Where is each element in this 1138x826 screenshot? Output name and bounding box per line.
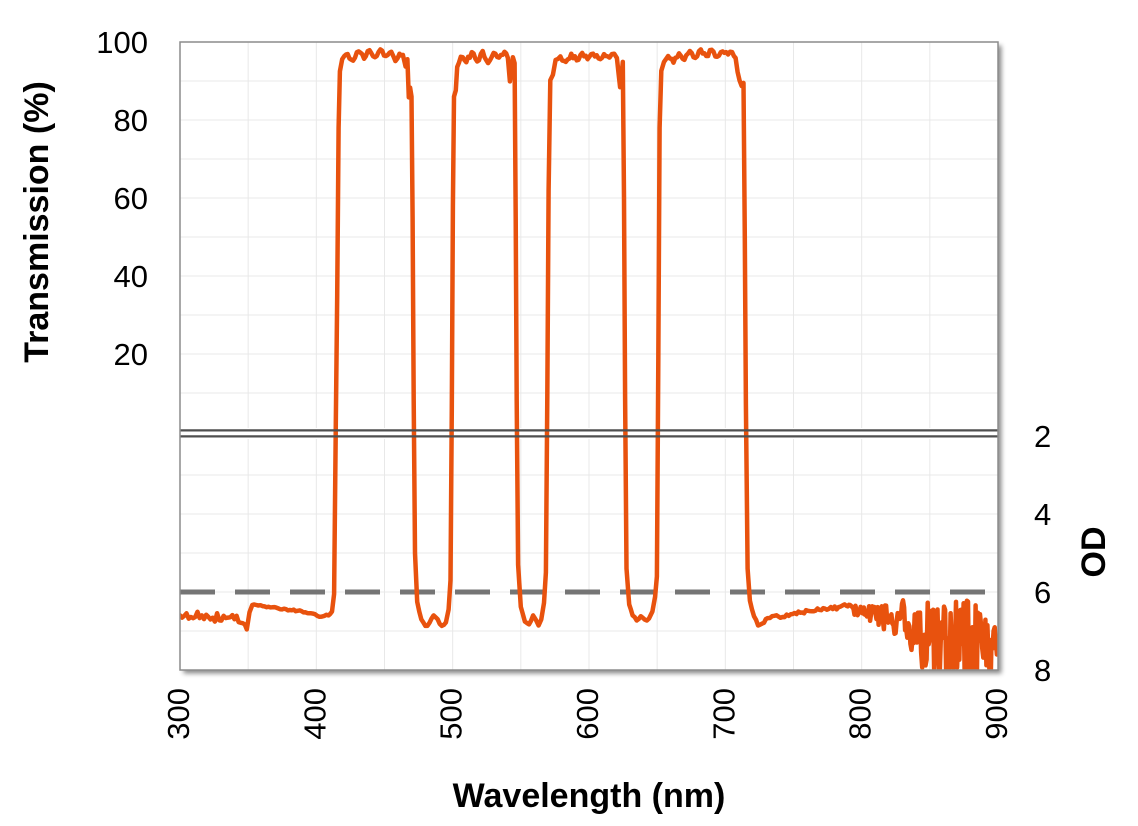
x-tick-label: 800	[843, 688, 878, 740]
y-left-tick-label: 60	[114, 181, 148, 216]
axis-break-band	[180, 428, 998, 439]
y-right-tick-label: 8	[1034, 653, 1051, 688]
y-left-tick-label: 100	[96, 25, 148, 60]
y-right-tick-label: 4	[1034, 497, 1051, 532]
transmission-curve	[180, 47, 998, 670]
x-tick-label: 400	[297, 688, 332, 740]
x-tick-label: 600	[570, 688, 605, 740]
x-tick-label: 300	[161, 688, 196, 740]
plot-border	[179, 41, 999, 671]
y-left-tick-label: 40	[114, 259, 148, 294]
y-right-tick-label: 2	[1034, 419, 1051, 454]
x-axis-title: Wavelength (nm)	[453, 777, 726, 815]
x-tick-label: 700	[706, 688, 741, 740]
gridlines	[180, 42, 998, 670]
y-left-axis-title: Transmission (%)	[18, 81, 56, 363]
tick-labels: 100 80 60 40 20 2 4 6 8 300 400 500 600 700 800 900	[96, 25, 1051, 740]
y-right-axis-title: OD	[1075, 527, 1113, 578]
x-tick-label: 500	[434, 688, 469, 740]
x-tick-label: 900	[979, 688, 1014, 740]
y-left-tick-label: 80	[114, 103, 148, 138]
y-right-tick-label: 6	[1034, 575, 1051, 610]
axis-break-lines	[180, 429, 998, 438]
y-left-tick-label: 20	[114, 337, 148, 372]
